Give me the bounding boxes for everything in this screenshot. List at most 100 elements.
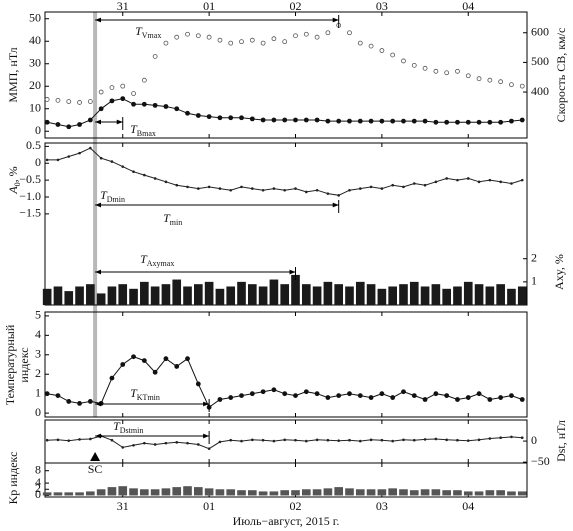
annotation-subscript: KTmin [137, 393, 160, 402]
bar [334, 284, 344, 305]
data-point [175, 183, 179, 187]
data-point [98, 106, 104, 112]
data-point [87, 117, 93, 123]
data-point [455, 397, 460, 402]
data-point [109, 375, 115, 381]
data-point [401, 389, 406, 395]
y-tick-label: 4 [35, 475, 41, 489]
data-point [477, 180, 481, 184]
data-point [249, 391, 255, 397]
data-point [110, 160, 114, 163]
x-tick-label: 01 [203, 0, 215, 13]
data-point [55, 97, 61, 103]
bar [409, 281, 419, 305]
bar [215, 288, 225, 305]
data-point [228, 115, 234, 121]
data-point [401, 118, 406, 124]
series-line [47, 435, 523, 450]
x-tick-label: 31 [117, 0, 129, 13]
data-point [120, 96, 126, 102]
data-point [207, 185, 211, 189]
annotation-symbol: T [130, 122, 138, 136]
bar [183, 286, 192, 305]
bar [183, 486, 192, 496]
data-point [423, 183, 427, 187]
bar [474, 284, 484, 305]
bar [42, 492, 52, 496]
data-point [120, 83, 126, 89]
data-point [325, 395, 331, 400]
bar [485, 286, 495, 305]
annotation: TKTmin [130, 386, 160, 403]
bar [53, 286, 63, 305]
bar [118, 486, 128, 496]
data-point [444, 393, 450, 399]
bar [161, 284, 171, 305]
data-point [239, 115, 244, 121]
y-tick-label: 1 [35, 385, 41, 399]
data-point [78, 151, 81, 155]
data-point [499, 436, 502, 440]
bar [301, 489, 311, 496]
bar [291, 490, 300, 496]
data-point [357, 40, 363, 46]
bar [323, 281, 333, 305]
data-point [347, 391, 352, 397]
bar [291, 274, 300, 305]
data-point [315, 438, 319, 442]
data-point [217, 115, 223, 121]
bar [75, 492, 84, 496]
data-point [44, 119, 50, 125]
y-tick-label: 3 [35, 347, 41, 361]
data-point [520, 436, 524, 440]
data-point [163, 40, 169, 46]
bar [226, 489, 236, 496]
bar [474, 491, 484, 496]
data-point [487, 397, 493, 402]
data-point [455, 119, 460, 125]
data-point [347, 30, 352, 36]
data-point [422, 118, 428, 124]
data-point [66, 399, 72, 404]
data-point [293, 117, 298, 123]
y-tick-label: 0 [531, 433, 537, 447]
annotation-subscript: Vmax [142, 31, 162, 40]
data-point [390, 118, 396, 124]
bar [507, 288, 516, 305]
data-point [390, 395, 396, 400]
data-point [336, 118, 342, 124]
data-point [325, 30, 331, 36]
data-point [487, 77, 493, 83]
data-point [390, 52, 396, 58]
data-point [174, 106, 180, 112]
annotation-symbol: T [100, 188, 108, 202]
data-point [99, 156, 103, 160]
data-point [109, 98, 115, 104]
data-point [466, 439, 470, 442]
bar [150, 286, 160, 305]
data-point [466, 177, 470, 180]
data-point [77, 100, 82, 105]
data-point [465, 73, 471, 79]
data-point [303, 389, 309, 395]
bar [118, 284, 128, 305]
data-point [89, 146, 92, 150]
data-point [261, 188, 265, 192]
annotation: TAxymax [140, 252, 174, 269]
bar [334, 487, 344, 496]
data-point [44, 391, 50, 397]
data-point [315, 188, 319, 192]
y2-tick-label: 1 [531, 274, 537, 288]
data-point [185, 110, 190, 116]
data-point [433, 119, 439, 125]
data-point [141, 358, 147, 364]
bar [161, 488, 171, 496]
bar [129, 288, 138, 305]
bar [280, 284, 290, 305]
y-tick-label: −0.5 [19, 172, 41, 186]
data-point [282, 39, 288, 45]
panel-frame [44, 311, 528, 418]
data-point [368, 43, 374, 49]
data-point [260, 117, 266, 123]
data-point [251, 187, 254, 190]
